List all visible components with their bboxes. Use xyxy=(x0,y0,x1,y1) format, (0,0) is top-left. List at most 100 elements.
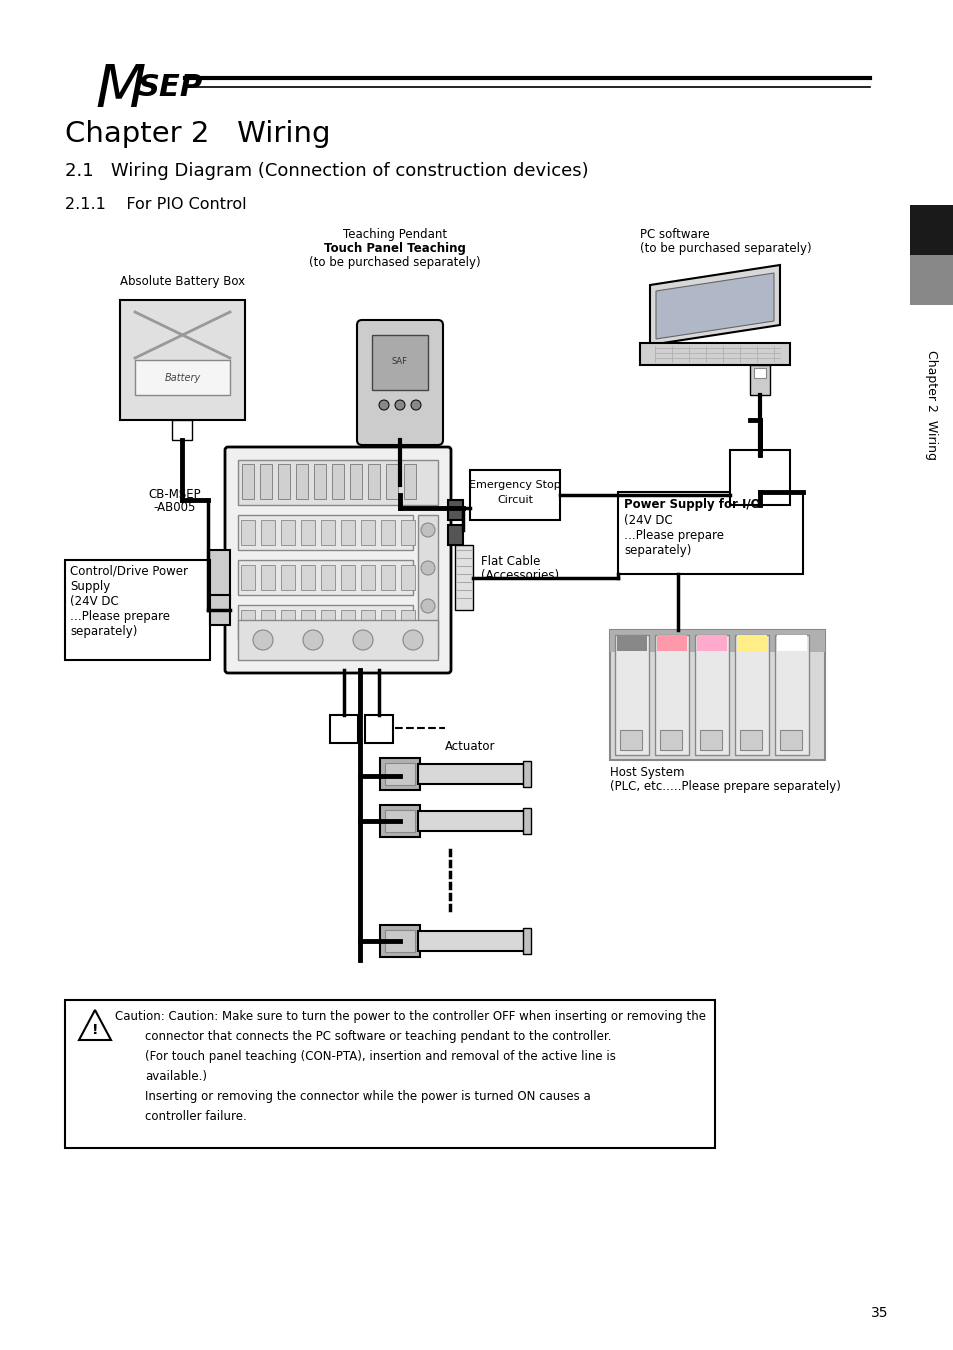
Bar xyxy=(281,520,294,545)
Bar xyxy=(360,566,375,590)
Text: Caution: Caution: Make sure to turn the power to the controller OFF when inserti: Caution: Caution: Make sure to turn the … xyxy=(115,1010,705,1023)
Bar xyxy=(659,730,681,751)
Bar xyxy=(320,520,335,545)
Bar xyxy=(400,520,415,545)
Bar xyxy=(655,634,688,755)
Text: !: ! xyxy=(91,1023,98,1037)
Bar xyxy=(320,566,335,590)
Bar xyxy=(522,761,531,787)
Bar xyxy=(417,514,437,655)
Bar xyxy=(208,549,230,599)
Bar xyxy=(330,716,357,742)
Circle shape xyxy=(353,630,373,649)
Text: 2.1.1    For PIO Control: 2.1.1 For PIO Control xyxy=(65,197,247,212)
Bar xyxy=(695,634,728,755)
Circle shape xyxy=(402,630,422,649)
Bar xyxy=(697,634,726,651)
Circle shape xyxy=(420,562,435,575)
Bar xyxy=(774,634,808,755)
Bar xyxy=(448,525,462,545)
Bar xyxy=(350,464,361,500)
Bar xyxy=(379,805,419,837)
FancyBboxPatch shape xyxy=(356,320,442,446)
Bar xyxy=(237,620,437,660)
Bar xyxy=(241,520,254,545)
Bar xyxy=(385,930,415,952)
Bar xyxy=(340,520,355,545)
Text: (24V DC: (24V DC xyxy=(70,595,118,608)
Bar xyxy=(295,464,308,500)
Bar xyxy=(780,730,801,751)
Bar xyxy=(65,560,210,660)
Bar xyxy=(360,520,375,545)
Text: SEP: SEP xyxy=(138,73,203,103)
Text: CB-MSEP: CB-MSEP xyxy=(149,487,201,501)
Bar xyxy=(340,610,355,634)
Bar xyxy=(615,634,648,755)
Bar xyxy=(237,460,437,505)
Bar xyxy=(380,610,395,634)
Text: separately): separately) xyxy=(70,625,137,639)
Text: 2.1   Wiring Diagram (Connection of construction devices): 2.1 Wiring Diagram (Connection of constr… xyxy=(65,162,588,180)
Text: controller failure.: controller failure. xyxy=(145,1110,247,1123)
Bar xyxy=(617,634,646,651)
Polygon shape xyxy=(656,273,773,339)
Text: Flat Cable: Flat Cable xyxy=(480,555,539,568)
Text: available.): available.) xyxy=(145,1071,207,1083)
Bar xyxy=(386,464,397,500)
FancyBboxPatch shape xyxy=(225,447,451,674)
Circle shape xyxy=(420,522,435,537)
Bar xyxy=(261,566,274,590)
Text: Touch Panel Teaching: Touch Panel Teaching xyxy=(324,242,465,255)
Bar xyxy=(277,464,290,500)
Bar xyxy=(417,931,524,950)
Bar xyxy=(368,464,379,500)
Bar xyxy=(241,610,254,634)
Bar xyxy=(281,566,294,590)
Circle shape xyxy=(253,630,273,649)
Bar xyxy=(242,464,253,500)
Text: Circuit: Circuit xyxy=(497,495,533,505)
Text: (For touch panel teaching (CON-PTA), insertion and removal of the active line is: (For touch panel teaching (CON-PTA), ins… xyxy=(145,1050,616,1062)
Bar xyxy=(365,716,393,742)
Text: (Accessories): (Accessories) xyxy=(480,568,558,582)
Bar xyxy=(380,566,395,590)
Bar xyxy=(380,520,395,545)
Bar xyxy=(372,335,428,390)
Bar xyxy=(260,464,272,500)
Text: SAF: SAF xyxy=(392,358,408,366)
Text: connector that connects the PC software or teaching pendant to the controller.: connector that connects the PC software … xyxy=(145,1030,611,1044)
Circle shape xyxy=(303,630,323,649)
Bar xyxy=(210,595,230,625)
Bar xyxy=(340,566,355,590)
Bar xyxy=(522,809,531,834)
Bar xyxy=(657,634,686,651)
Bar xyxy=(385,810,415,832)
Bar xyxy=(909,205,953,255)
Bar xyxy=(609,630,824,652)
Circle shape xyxy=(395,400,405,410)
Bar xyxy=(320,610,335,634)
Bar xyxy=(619,730,641,751)
Text: Absolute Battery Box: Absolute Battery Box xyxy=(120,275,245,288)
Text: (to be purchased separately): (to be purchased separately) xyxy=(639,242,811,255)
Bar xyxy=(65,1000,714,1148)
Bar xyxy=(360,610,375,634)
Bar xyxy=(734,634,768,755)
Bar xyxy=(135,360,230,396)
Bar xyxy=(332,464,344,500)
Bar xyxy=(379,925,419,957)
Bar xyxy=(120,300,245,420)
Bar xyxy=(448,500,462,520)
Bar xyxy=(400,566,415,590)
Text: (to be purchased separately): (to be purchased separately) xyxy=(309,256,480,269)
Text: Actuator: Actuator xyxy=(444,740,495,753)
Text: …Please prepare: …Please prepare xyxy=(70,610,170,622)
Bar xyxy=(241,566,254,590)
Text: Inserting or removing the connector while the power is turned ON causes a: Inserting or removing the connector whil… xyxy=(145,1089,590,1103)
Bar xyxy=(301,520,314,545)
Bar xyxy=(400,610,415,634)
Text: Chapter 2   Wiring: Chapter 2 Wiring xyxy=(65,120,330,148)
Text: PC software: PC software xyxy=(639,228,709,242)
Text: Battery: Battery xyxy=(164,373,200,383)
